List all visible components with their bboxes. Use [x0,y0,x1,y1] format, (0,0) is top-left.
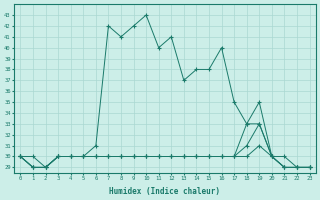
X-axis label: Humidex (Indice chaleur): Humidex (Indice chaleur) [109,187,220,196]
